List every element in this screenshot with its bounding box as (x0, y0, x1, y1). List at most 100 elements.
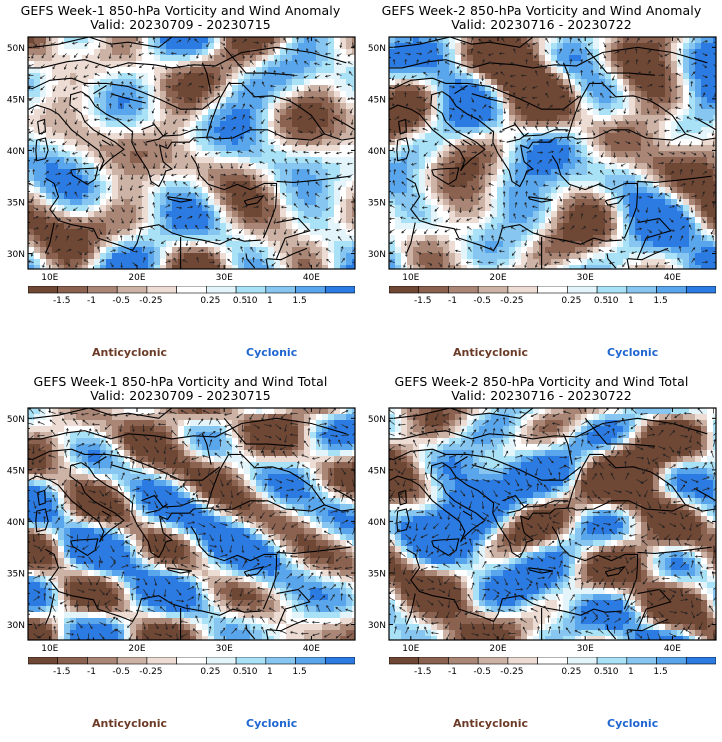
colorbar-tick-label: 0.25 (561, 296, 581, 306)
panel-week1-anomaly: GEFS Week-1 850-hPa Vorticity and Wind A… (0, 0, 361, 371)
lat-tick-label: 40N (368, 518, 386, 528)
lat-tick-label: 50N (7, 415, 25, 425)
colorbar-swatch (265, 656, 296, 665)
lat-tick-label: 30N (368, 621, 386, 631)
colorbar-swatch (57, 656, 88, 665)
lat-tick-label: 35N (7, 198, 25, 208)
colorbar-swatch (87, 285, 118, 294)
panel-title: GEFS Week-2 850-hPa Vorticity and Wind A… (381, 3, 702, 18)
colorbar-swatch (27, 285, 59, 294)
colorbar-tick-label: 0.25 (561, 667, 581, 677)
lat-tick-label: 40N (7, 518, 25, 528)
cyclonic-label: Cyclonic (246, 717, 298, 730)
colorbar-swatch (567, 285, 598, 294)
panel-title: GEFS Week-2 850-hPa Vorticity and Wind T… (394, 374, 689, 389)
lat-tick-label: 30N (7, 250, 25, 260)
colorbar-swatch (656, 656, 687, 665)
colorbar-swatch (507, 656, 538, 665)
colorbar-scale-label: 10 (607, 667, 619, 677)
colorbar-tick-label: 0.5 (233, 296, 247, 306)
vorticity-map: 50N 45N 40N 35N 30N 10E 20E 30E 40E (368, 407, 717, 654)
colorbar-swatch (146, 285, 177, 294)
lat-tick-label: 35N (368, 569, 386, 579)
lon-tick-label: 40E (303, 273, 320, 283)
colorbar-swatch (324, 656, 356, 665)
colorbar-scale-label: 10 (246, 296, 258, 306)
lon-tick-label: 40E (664, 273, 681, 283)
colorbar-tick-label: 0.25 (200, 667, 220, 677)
colorbar-swatch (295, 285, 326, 294)
colorbar-swatch (626, 656, 657, 665)
vorticity-map: 50N 45N 40N 35N 30N 10E 20E 30E 40E (7, 407, 356, 654)
colorbar-swatch (176, 285, 207, 294)
colorbar-swatch (596, 656, 628, 665)
lat-tick-label: 35N (368, 198, 386, 208)
lat-tick-label: 45N (7, 95, 25, 105)
colorbar-swatch (596, 285, 628, 294)
lat-tick-label: 40N (368, 147, 386, 157)
colorbar-swatch (685, 656, 717, 665)
colorbar-swatch (626, 285, 657, 294)
lon-tick-label: 10E (402, 644, 419, 654)
colorbar-scale-label: 10 (607, 296, 619, 306)
colorbar-tick-label: 1.5 (292, 667, 306, 677)
lat-tick-label: 30N (7, 621, 25, 631)
vorticity-field (28, 408, 355, 640)
colorbar-tick-label: -0.5 (473, 296, 491, 306)
colorbar-tick-label: -1.5 (53, 667, 71, 677)
colorbar-tick-label: -1 (87, 296, 96, 306)
colorbar-swatch (265, 285, 296, 294)
lon-tick-label: 20E (128, 273, 145, 283)
panel-title: GEFS Week-1 850-hPa Vorticity and Wind A… (20, 3, 341, 18)
lat-tick-label: 50N (368, 44, 386, 54)
lat-tick-label: 40N (7, 147, 25, 157)
anticyclonic-label: Anticyclonic (453, 717, 529, 730)
colorbar-swatch (418, 656, 449, 665)
colorbar-tick-label: -0.25 (500, 667, 523, 677)
lat-tick-label: 45N (368, 466, 386, 476)
lat-tick-label: 45N (368, 95, 386, 105)
lat-tick-label: 50N (368, 415, 386, 425)
colorbar: -1.5 -1 -0.5 -0.25 0.25 0.5 1 1.5 10 (27, 656, 356, 679)
panel-valid-dates: Valid: 20230716 - 20230722 (451, 17, 632, 32)
colorbar-swatch (567, 656, 598, 665)
colorbar-tick-label: 1 (267, 296, 273, 306)
colorbar-tick-label: -0.5 (112, 296, 130, 306)
colorbar-swatch (388, 285, 420, 294)
colorbar-swatch (206, 285, 237, 294)
vorticity-field (28, 37, 355, 269)
colorbar-tick-label: -1 (87, 667, 96, 677)
vorticity-map: 50N 45N 40N 35N 30N 10E 20E 30E 40E (368, 36, 717, 283)
colorbar-tick-label: -0.25 (500, 296, 523, 306)
panel-title: GEFS Week-1 850-hPa Vorticity and Wind T… (33, 374, 328, 389)
colorbar-swatch (656, 285, 687, 294)
colorbar-swatch (176, 656, 207, 665)
lon-tick-label: 10E (41, 273, 58, 283)
colorbar-swatch (685, 285, 717, 294)
colorbar-tick-label: 1.5 (653, 296, 667, 306)
anticyclonic-label: Anticyclonic (92, 346, 168, 359)
lon-tick-label: 20E (489, 273, 506, 283)
colorbar-tick-label: -0.25 (139, 667, 162, 677)
colorbar-tick-label: -0.5 (112, 667, 130, 677)
colorbar-swatch (146, 656, 177, 665)
colorbar-tick-label: 1 (628, 667, 634, 677)
cyclonic-label: Cyclonic (607, 346, 659, 359)
anticyclonic-label: Anticyclonic (453, 346, 529, 359)
lat-tick-label: 45N (7, 466, 25, 476)
lon-tick-label: 10E (41, 644, 58, 654)
lon-tick-label: 40E (303, 644, 320, 654)
colorbar-swatch (324, 285, 356, 294)
colorbar-swatch (235, 656, 267, 665)
colorbar-swatch (388, 656, 420, 665)
colorbar-tick-label: -1 (448, 667, 457, 677)
colorbar-swatch (57, 285, 88, 294)
colorbar-tick-label: -1.5 (414, 667, 432, 677)
colorbar-tick-label: -0.25 (139, 296, 162, 306)
vorticity-field (389, 408, 716, 640)
lon-tick-label: 20E (128, 644, 145, 654)
colorbar-swatch (116, 656, 148, 665)
colorbar-swatch (116, 285, 148, 294)
cyclonic-label: Cyclonic (246, 346, 298, 359)
colorbar-swatch (477, 285, 509, 294)
